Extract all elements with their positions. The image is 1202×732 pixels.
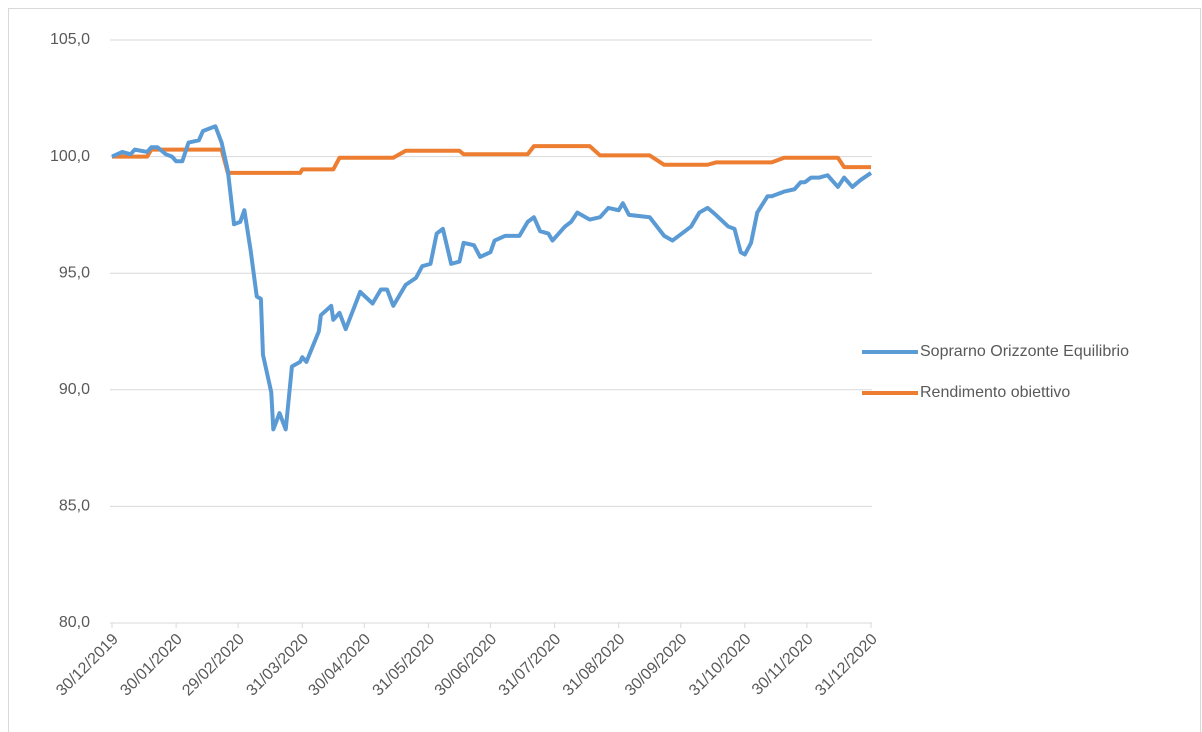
y-tick-label: 90,0 [59,381,90,398]
y-tick-label: 95,0 [59,264,90,281]
y-tick-label: 80,0 [59,614,90,631]
y-tick-label: 105,0 [50,31,90,48]
legend-label: Rendimento obiettivo [920,384,1070,401]
y-tick-label: 85,0 [59,498,90,515]
series-line [111,124,873,432]
legend-label: Soprarno Orizzonte Equilibrio [920,343,1129,360]
y-tick-label: 100,0 [50,148,90,165]
